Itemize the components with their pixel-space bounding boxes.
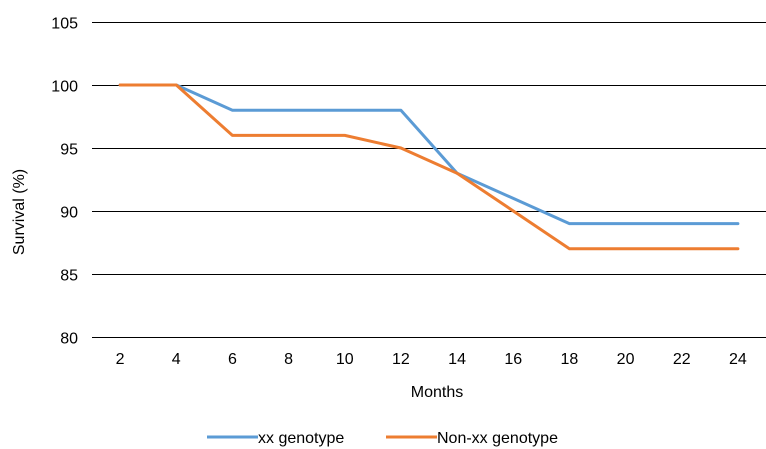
x-tick-label: 10 (336, 351, 354, 368)
y-axis-title: Survival (%) (11, 169, 28, 255)
x-tick-label: 22 (673, 351, 691, 368)
y-tick-label: 80 (60, 331, 78, 348)
x-tick-label: 20 (617, 351, 635, 368)
x-tick-label: 24 (729, 351, 747, 368)
y-tick-label: 90 (60, 205, 78, 222)
y-tick-label: 85 (60, 268, 78, 285)
series-lines (118, 83, 740, 251)
legend: xx genotype Non-xx genotype (207, 430, 558, 447)
legend-label-2: Non-xx genotype (437, 430, 558, 447)
x-tick-label: 8 (284, 351, 293, 368)
x-tick-label: 18 (561, 351, 579, 368)
y-tick-label: 100 (51, 79, 78, 96)
x-tick-label: 12 (392, 351, 410, 368)
series-line-1 (118, 83, 740, 226)
legend-label-1: xx genotype (258, 430, 344, 447)
x-tick-label: 2 (116, 351, 125, 368)
x-axis-title: Months (411, 384, 463, 401)
x-tick-label: 14 (448, 351, 466, 368)
x-tick-label: 4 (172, 351, 181, 368)
y-axis-ticks: 80 85 90 95 100 105 (51, 16, 78, 348)
gridlines (92, 22, 766, 338)
y-tick-label: 105 (51, 16, 78, 33)
x-tick-label: 6 (228, 351, 237, 368)
x-tick-label: 16 (504, 351, 522, 368)
y-tick-label: 95 (60, 142, 78, 159)
series-line-2 (118, 83, 740, 251)
x-axis-ticks: 2 4 6 8 10 12 14 16 18 20 22 24 (116, 351, 747, 368)
